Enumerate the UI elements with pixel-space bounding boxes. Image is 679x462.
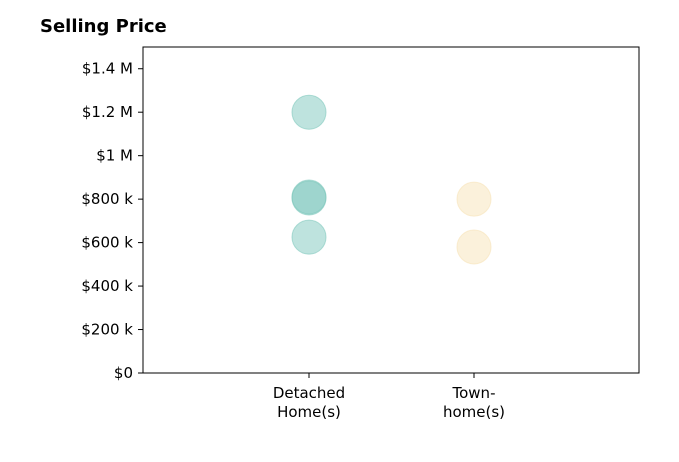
plot-frame	[142, 46, 640, 374]
y-tick-label: $1 M	[96, 147, 133, 165]
x-tick-label: Town-home(s)	[443, 384, 505, 421]
chart-title: Selling Price	[40, 16, 167, 37]
data-point	[291, 94, 327, 130]
y-tick-label: $1.2 M	[82, 103, 133, 121]
data-point	[291, 180, 327, 216]
y-tick-label: $400 k	[81, 277, 133, 295]
y-tick-label: $600 k	[81, 234, 133, 252]
y-tick-label: $800 k	[81, 190, 133, 208]
y-tick-label: $200 k	[81, 321, 133, 339]
y-tick-label: $1.4 M	[82, 60, 133, 78]
data-point	[456, 181, 492, 217]
data-point	[456, 229, 492, 265]
data-point	[291, 219, 327, 255]
y-tick-label: $0	[114, 364, 133, 382]
x-tick-label: Detached Home(s)	[273, 384, 345, 421]
